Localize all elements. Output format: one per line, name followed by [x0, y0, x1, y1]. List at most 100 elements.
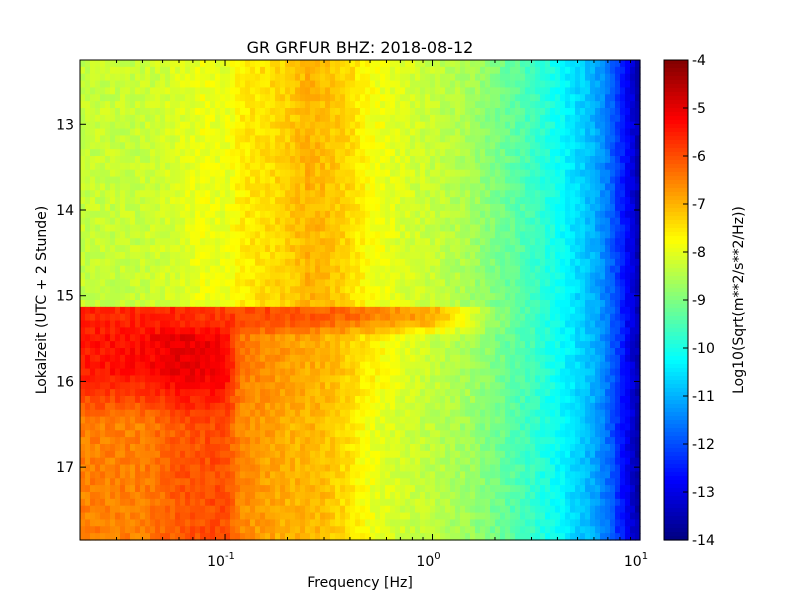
- heatmap-cell: [460, 286, 466, 294]
- heatmap-cell: [155, 183, 161, 191]
- heatmap-cell: [400, 169, 406, 178]
- heatmap-cell: [260, 286, 266, 294]
- heatmap-cell: [560, 224, 566, 233]
- heatmap-cell: [305, 238, 311, 246]
- heatmap-cell: [620, 162, 626, 171]
- heatmap-cell: [215, 231, 221, 239]
- heatmap-cell: [285, 265, 291, 274]
- heatmap-cell: [125, 354, 131, 363]
- heatmap-cell: [310, 156, 316, 164]
- heatmap-cell: [330, 245, 336, 253]
- heatmap-cell: [170, 327, 176, 335]
- heatmap-cell: [255, 128, 261, 137]
- heatmap-cell: [170, 361, 176, 370]
- heatmap-cell: [210, 121, 216, 130]
- heatmap-cell: [600, 245, 606, 253]
- heatmap-cell: [320, 320, 326, 329]
- heatmap-cell: [310, 313, 316, 322]
- heatmap-cell: [345, 265, 351, 274]
- heatmap-cell: [390, 272, 396, 281]
- heatmap-cell: [105, 114, 111, 123]
- heatmap-cell: [365, 334, 371, 342]
- heatmap-cell: [135, 286, 141, 294]
- heatmap-cell: [345, 176, 351, 185]
- heatmap-cell: [305, 101, 311, 109]
- heatmap-cell: [140, 238, 146, 246]
- heatmap-cell: [435, 169, 441, 178]
- heatmap-cell: [430, 121, 436, 130]
- heatmap-cell: [420, 183, 426, 191]
- heatmap-cell: [465, 217, 471, 226]
- heatmap-cell: [260, 66, 266, 75]
- heatmap-cell: [185, 94, 191, 102]
- heatmap-cell: [335, 286, 341, 294]
- heatmap-cell: [285, 80, 291, 89]
- heatmap-cell: [295, 108, 301, 116]
- heatmap-cell: [455, 272, 461, 281]
- heatmap-cell: [355, 258, 361, 267]
- heatmap-cell: [90, 265, 96, 274]
- heatmap-cell: [140, 293, 146, 301]
- heatmap-cell: [530, 252, 536, 260]
- heatmap-cell: [395, 300, 401, 308]
- heatmap-cell: [400, 313, 406, 322]
- heatmap-cell: [205, 128, 211, 137]
- heatmap-cell: [135, 313, 141, 322]
- heatmap-cell: [245, 183, 251, 191]
- heatmap-cell: [490, 101, 496, 109]
- heatmap-cell: [195, 94, 201, 102]
- heatmap-cell: [345, 135, 351, 143]
- heatmap-cell: [220, 128, 226, 137]
- heatmap-cell: [530, 101, 536, 109]
- heatmap-cell: [265, 94, 271, 102]
- heatmap-cell: [340, 73, 346, 82]
- heatmap-cell: [485, 210, 491, 219]
- heatmap-cell: [580, 341, 586, 349]
- heatmap-cell: [335, 94, 341, 102]
- heatmap-cell: [105, 142, 111, 150]
- heatmap-cell: [430, 258, 436, 267]
- heatmap-cell: [180, 108, 186, 116]
- heatmap-cell: [170, 149, 176, 157]
- heatmap-cell: [465, 272, 471, 281]
- heatmap-cell: [395, 252, 401, 260]
- heatmap-cell: [380, 114, 386, 123]
- heatmap-cell: [430, 313, 436, 322]
- heatmap-cell: [570, 87, 576, 95]
- heatmap-cell: [360, 66, 366, 75]
- heatmap-cell: [200, 245, 206, 253]
- heatmap-cell: [325, 320, 331, 329]
- heatmap-cell: [415, 66, 421, 75]
- heatmap-cell: [180, 114, 186, 123]
- heatmap-cell: [285, 121, 291, 130]
- heatmap-cell: [195, 224, 201, 233]
- heatmap-cell: [360, 169, 366, 178]
- heatmap-cell: [410, 293, 416, 301]
- heatmap-cell: [340, 94, 346, 102]
- heatmap-cell: [190, 101, 196, 109]
- heatmap-cell: [155, 204, 161, 212]
- heatmap-cell: [275, 135, 281, 143]
- heatmap-cell: [425, 300, 431, 308]
- heatmap-cell: [595, 66, 601, 75]
- heatmap-cell: [220, 258, 226, 267]
- heatmap-cell: [115, 149, 121, 157]
- heatmap-cell: [295, 238, 301, 246]
- heatmap-cell: [345, 169, 351, 178]
- heatmap-cell: [355, 73, 361, 82]
- heatmap-cell: [180, 306, 186, 315]
- heatmap-cell: [415, 217, 421, 226]
- heatmap-cell: [325, 334, 331, 342]
- heatmap-cell: [140, 286, 146, 294]
- heatmap-cell: [385, 252, 391, 260]
- heatmap-cell: [635, 238, 641, 246]
- heatmap-cell: [285, 300, 291, 308]
- heatmap-cell: [615, 224, 621, 233]
- heatmap-cell: [600, 169, 606, 178]
- heatmap-cell: [255, 252, 261, 260]
- heatmap-cell: [295, 361, 301, 370]
- heatmap-cell: [620, 176, 626, 185]
- heatmap-cell: [410, 300, 416, 308]
- heatmap-cell: [615, 190, 621, 198]
- heatmap-cell: [465, 286, 471, 294]
